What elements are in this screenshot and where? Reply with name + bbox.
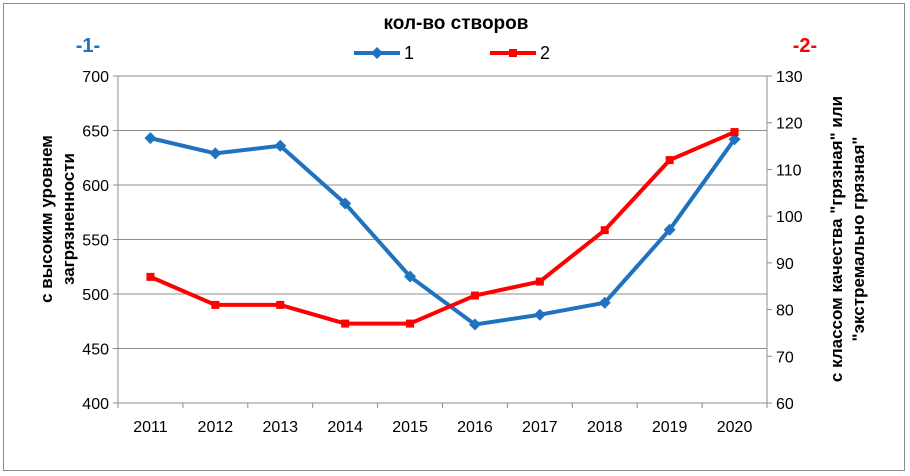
data-point-2 <box>276 300 285 309</box>
right-tick-label: 90 <box>776 256 794 273</box>
axes <box>113 75 772 408</box>
data-point-1 <box>728 133 741 146</box>
data-point-2 <box>211 300 220 309</box>
data-point-2 <box>535 277 544 286</box>
left-tick-label: 400 <box>82 396 109 413</box>
right-tick-label: 80 <box>776 303 794 320</box>
left-tick-label: 600 <box>82 178 109 195</box>
legend-label-2: 2 <box>540 43 550 63</box>
right-tick-label: 110 <box>776 162 802 179</box>
left-tick-label: 650 <box>82 124 109 141</box>
left-tick-label: 550 <box>82 233 109 250</box>
legend-item-1: 1 <box>354 43 414 63</box>
data-point-2 <box>406 319 415 328</box>
left-tick-label: 500 <box>82 287 109 304</box>
tick-labels: 400 450 500 550 600 650 700 60 70 80 90 100 110 120 13… <box>82 69 803 436</box>
data-point-2 <box>146 272 155 281</box>
left-tick-label: 700 <box>82 69 109 86</box>
data-point-2 <box>470 291 479 300</box>
right-tick-label: 60 <box>776 396 794 413</box>
x-tick-label: 2018 <box>587 419 623 436</box>
grid-lines <box>118 75 767 404</box>
right-axis-title-line1: с классом качества "грязная" или <box>827 96 846 382</box>
left-axis-title-line2: загрязненности <box>59 153 78 285</box>
right-tick-label: 130 <box>776 69 803 86</box>
right-tick-label: 100 <box>776 209 803 226</box>
series-layer <box>144 128 741 331</box>
x-tick-label: 2017 <box>522 419 558 436</box>
data-point-1 <box>144 132 157 145</box>
x-tick-label: 2016 <box>457 419 493 436</box>
left-axis-title: с высоким уровнем загрязненности <box>37 135 78 303</box>
data-point-1 <box>274 139 287 152</box>
chart-title: кол-во створов <box>384 13 529 34</box>
left-axis-marker: -1- <box>76 35 100 57</box>
x-tick-label: 2013 <box>262 419 298 436</box>
data-point-1 <box>209 147 222 160</box>
x-tick-label: 2020 <box>717 419 753 436</box>
x-tick-label: 2012 <box>198 419 234 436</box>
data-point-2 <box>665 156 674 165</box>
data-point-2 <box>730 128 739 137</box>
data-point-1 <box>598 296 611 309</box>
legend-item-2: 2 <box>490 43 550 63</box>
series-line-1 <box>149 136 737 327</box>
left-axis-title-line1: с высоким уровнем <box>37 135 56 303</box>
x-tick-label: 2014 <box>327 419 363 436</box>
x-tick-label: 2015 <box>392 419 428 436</box>
x-tick-label: 2011 <box>133 419 168 436</box>
data-point-2 <box>341 319 350 328</box>
data-point-1 <box>533 308 546 321</box>
data-point-2 <box>600 226 609 235</box>
right-tick-label: 120 <box>776 116 803 133</box>
legend: 1 2 <box>354 43 550 63</box>
left-tick-label: 450 <box>82 342 109 359</box>
data-point-1 <box>468 318 481 331</box>
legend-marker-1 <box>371 47 383 59</box>
chart-frame: 400 450 500 550 600 650 700 60 70 80 90 100 110 120 13… <box>3 3 905 471</box>
data-point-1 <box>339 197 352 210</box>
right-axis-marker: -2- <box>793 35 817 57</box>
legend-label-1: 1 <box>404 43 414 63</box>
right-tick-label: 70 <box>776 349 794 366</box>
x-tick-label: 2019 <box>652 419 688 436</box>
series-line-2 <box>149 130 736 326</box>
data-point-1 <box>663 223 676 236</box>
right-axis-title-line2: "экстремально грязная" <box>849 137 868 342</box>
line-chart: 4004505005506006507006070809010011012013… <box>37 13 868 436</box>
data-point-1 <box>404 270 417 283</box>
legend-marker-2 <box>509 49 517 57</box>
right-axis-title: с классом качества "грязная" или "экстре… <box>827 96 868 382</box>
